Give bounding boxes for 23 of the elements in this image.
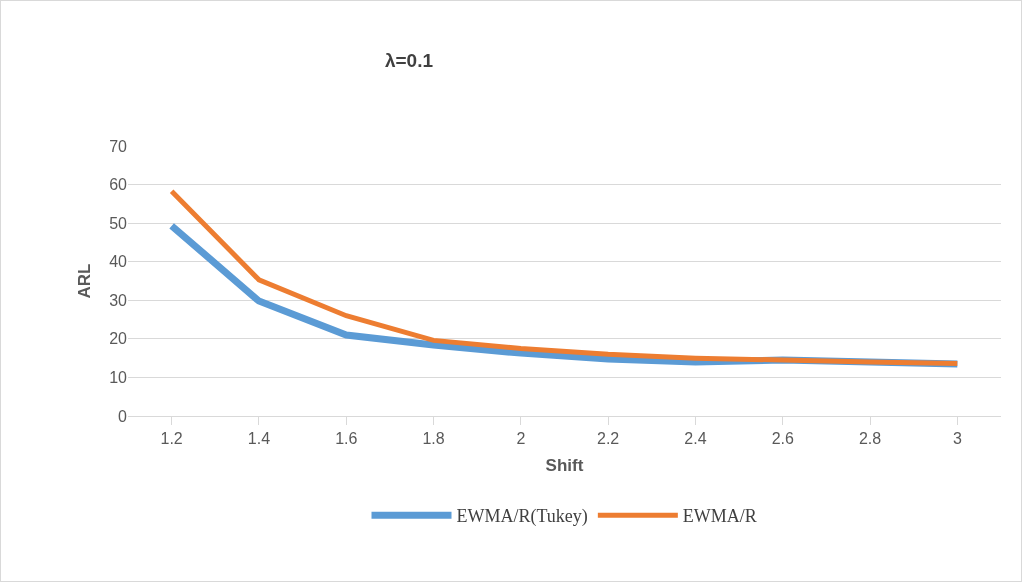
x-tick-label: 1.8: [422, 430, 445, 448]
y-tick-label: 10: [109, 369, 128, 387]
y-tick-label: 70: [109, 137, 128, 155]
x-tick-label: 3: [952, 430, 962, 448]
x-tick-label: 2.6: [771, 430, 794, 448]
x-tick-label: 1.4: [247, 430, 271, 448]
legend-label: EWMA/R(Tukey): [456, 506, 588, 528]
y-tick-label: 50: [109, 214, 128, 232]
y-tick-label: 0: [118, 407, 128, 425]
x-tick-label: 1.2: [160, 430, 183, 448]
legend-label: EWMA/R: [682, 506, 757, 527]
x-tick-label: 2.4: [684, 430, 707, 448]
x-tick-label: 2.2: [597, 430, 620, 448]
y-tick-label: 40: [109, 253, 128, 271]
y-axis-title: ARL: [74, 263, 94, 299]
y-tick-label: 60: [109, 176, 128, 194]
x-axis-title: Shift: [545, 455, 584, 475]
chart-title: λ=0.1: [384, 49, 434, 71]
y-tick-label: 20: [109, 330, 128, 348]
x-tick-label: 1.6: [335, 430, 358, 448]
x-tick-label: 2.8: [858, 430, 882, 448]
y-tick-label: 30: [109, 291, 128, 309]
x-tick-label: 2: [516, 430, 526, 448]
